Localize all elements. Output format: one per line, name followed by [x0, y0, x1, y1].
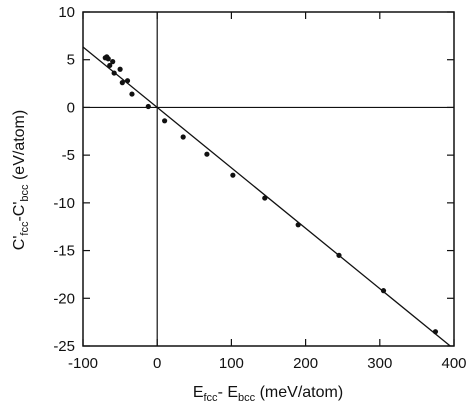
data-point — [180, 134, 186, 140]
data-point — [124, 78, 131, 84]
data-point — [129, 91, 135, 97]
data-point — [105, 56, 111, 62]
y-tick-label: -10 — [53, 195, 75, 212]
x-axis-ticks: -100 0 100 200 300 400 — [68, 12, 467, 372]
x-axis-label-part: E — [193, 384, 204, 401]
x-tick-label: 300 — [367, 355, 392, 372]
data-point — [145, 103, 151, 110]
data-point — [204, 151, 210, 157]
x-tick-label: 400 — [441, 355, 466, 372]
data-point — [162, 118, 168, 124]
data-point — [107, 62, 113, 69]
data-point — [110, 59, 116, 65]
data-point — [295, 222, 301, 228]
x-tick-label: 200 — [293, 355, 318, 372]
y-tick-label: 5 — [67, 52, 75, 69]
x-axis-label-sub: fcc — [204, 392, 219, 404]
plot-frame — [82, 11, 455, 347]
data-point — [336, 252, 342, 258]
data-points — [102, 54, 439, 335]
data-point — [119, 80, 125, 86]
x-axis-label-part: - E — [218, 384, 238, 401]
y-axis-label-sub: bcc — [19, 184, 31, 202]
data-point — [111, 70, 117, 76]
y-tick-label: 0 — [67, 99, 75, 116]
y-axis-label-part: (eV/atom) — [11, 110, 28, 185]
x-axis-label-part: (meV/atom) — [255, 384, 343, 401]
data-point — [432, 329, 439, 335]
y-tick-label: -5 — [62, 147, 75, 164]
data-point — [262, 195, 268, 201]
x-tick-label: 100 — [219, 355, 244, 372]
y-axis-ticks: 10 5 0 -5 -10 -15 -20 -25 — [53, 4, 454, 355]
x-axis-label-sub: bcc — [238, 392, 256, 404]
data-point — [117, 66, 123, 72]
data-point — [230, 172, 236, 178]
y-tick-label: 10 — [58, 4, 75, 21]
y-tick-label: -20 — [53, 290, 75, 307]
y-axis-label-part: -C' — [11, 202, 28, 222]
y-axis-label: C'fcc-C'bcc (eV/atom) — [11, 110, 31, 250]
data-point — [380, 288, 387, 294]
y-axis-label-sub: fcc — [19, 221, 31, 236]
x-tick-label: -100 — [68, 355, 98, 372]
x-axis-label: Efcc- Ebcc (meV/atom) — [193, 384, 343, 404]
y-tick-label: -15 — [53, 243, 75, 260]
x-tick-label: 0 — [153, 355, 161, 372]
y-axis-label-part: C' — [11, 236, 28, 251]
y-tick-label: -25 — [53, 338, 75, 355]
